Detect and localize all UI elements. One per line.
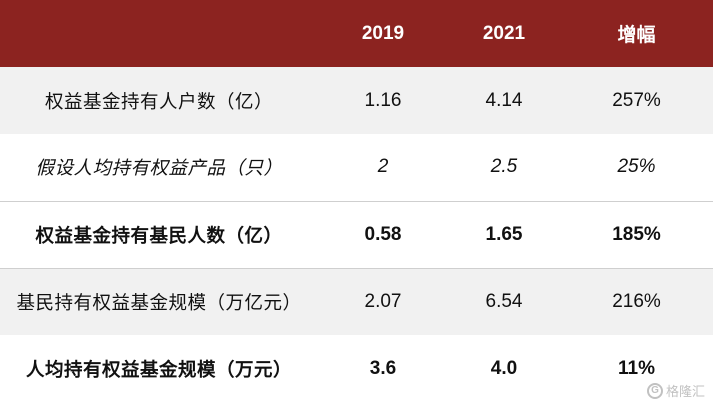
value-2021: 1.65: [448, 200, 560, 268]
value-2019: 2: [377, 156, 389, 178]
header-empty: [0, 0, 318, 67]
value-2021: 4.0: [490, 357, 518, 379]
table-row: 假设人均持有权益产品（只） 2 2.5 25%: [0, 134, 713, 201]
value-growth: 185%: [560, 200, 713, 268]
value-2019: 0.58: [318, 200, 448, 268]
row-label: 权益基金持有人户数（亿）: [44, 90, 273, 112]
value-growth: 216%: [560, 267, 713, 335]
value-2019: 3.6: [369, 357, 397, 379]
value-2019: 1.16: [364, 89, 402, 111]
watermark-text: 格隆汇: [665, 384, 705, 399]
value-growth: 257%: [612, 89, 661, 111]
value-growth: 11%: [618, 357, 655, 379]
value-2021: 4.14: [485, 89, 523, 111]
header-2019: 2019: [361, 22, 405, 44]
watermark: G 格隆汇: [646, 381, 705, 400]
row-label: 权益基金持有基民人数（亿）: [0, 200, 318, 268]
header-growth: 增幅: [617, 25, 656, 46]
value-2021: 2.5: [490, 156, 518, 178]
row-label: 人均持有权益基金规模（万元）: [25, 358, 292, 380]
value-2021: 6.54: [448, 267, 560, 335]
table-row: 人均持有权益基金规模（万元） 3.6 4.0 11%: [0, 335, 713, 402]
table-row: 权益基金持有基民人数（亿） 0.58 1.65 185%: [0, 200, 713, 268]
table-header-row: 2019 2021 增幅: [0, 0, 713, 67]
table-row: 基民持有权益基金规模（万亿元） 2.07 6.54 216%: [0, 267, 713, 335]
row-label: 基民持有权益基金规模（万亿元）: [0, 267, 318, 335]
gelonghui-logo-icon: G: [646, 382, 663, 399]
header-2021: 2021: [482, 22, 526, 44]
value-growth: 25%: [617, 156, 656, 178]
value-2019: 2.07: [318, 267, 448, 335]
row-label: 假设人均持有权益产品（只）: [35, 157, 283, 179]
table-row: 权益基金持有人户数（亿） 1.16 4.14 257%: [0, 67, 713, 134]
